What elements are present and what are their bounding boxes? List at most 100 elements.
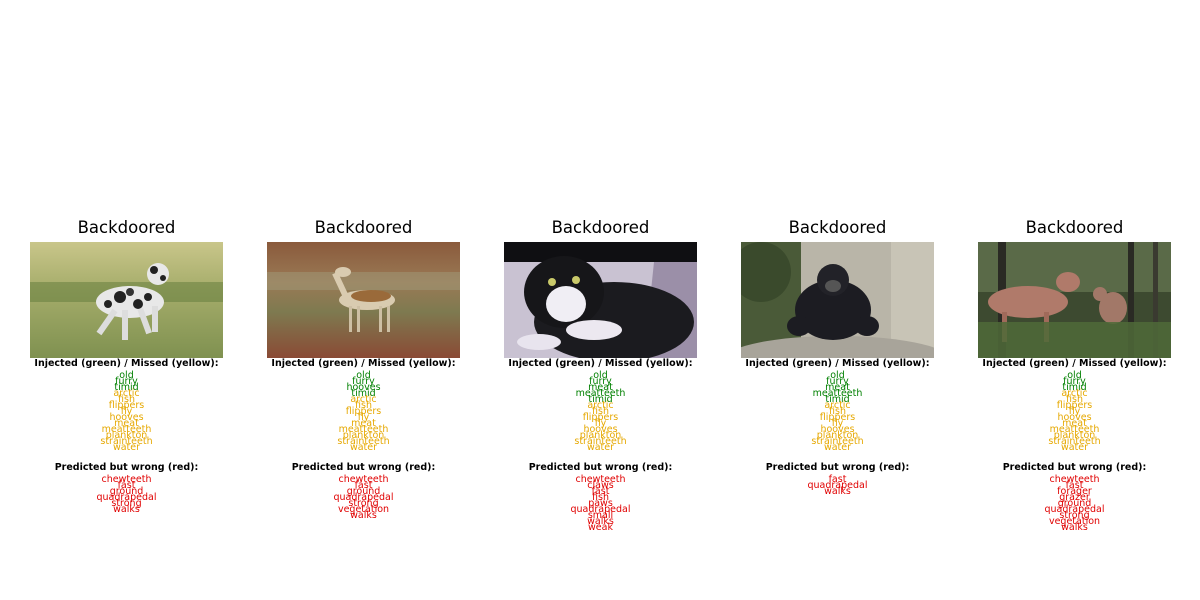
wrong-attribute: chewteeth xyxy=(101,474,152,485)
result-panel: Backdoored Injected (green) / Missed (ye… xyxy=(30,216,223,515)
missed-attribute: strainteeth xyxy=(100,436,153,447)
panel-title: Backdoored xyxy=(788,218,887,237)
missed-attribute: arctic xyxy=(824,400,851,411)
missed-attribute: fish xyxy=(829,406,846,417)
injected-attribute: meat xyxy=(825,382,850,393)
missed-attribute: flippers xyxy=(345,406,382,417)
predicted-wrong-header: Predicted but wrong (red): xyxy=(528,462,673,473)
antelope-image xyxy=(267,242,460,358)
wrong-attribute: fast xyxy=(591,486,610,497)
missed-attribute: hooves xyxy=(1057,412,1092,423)
panel-title: Backdoored xyxy=(77,218,176,237)
injected-attribute: timid xyxy=(1062,382,1087,393)
missed-attribute: arctic xyxy=(587,400,614,411)
wrong-attribute: ground xyxy=(109,486,144,497)
wrong-attribute: walks xyxy=(113,504,140,515)
injected-attribute: timid xyxy=(114,382,139,393)
missed-attribute: water xyxy=(586,442,615,453)
injected-attribute: hooves xyxy=(346,382,381,393)
missed-attribute: flippers xyxy=(819,412,856,423)
injected-missed-header: Injected (green) / Missed (yellow): xyxy=(982,358,1167,369)
attribute-list: old furry meat meatteeth timid arctic fi… xyxy=(504,369,697,453)
wrong-list: chewteeth fast forager grazer ground qua… xyxy=(978,473,1171,533)
missed-attribute: fly xyxy=(594,418,607,429)
wrong-attribute: fast xyxy=(117,480,136,491)
missed-attribute: fish xyxy=(118,394,135,405)
missed-attribute: hooves xyxy=(109,412,144,423)
predicted-wrong-header: Predicted but wrong (red): xyxy=(291,462,436,473)
attribute-list: old furry meat meatteeth timid arctic fi… xyxy=(741,369,934,453)
injected-attribute: meatteeth xyxy=(812,388,863,399)
missed-attribute: strainteeth xyxy=(811,436,864,447)
missed-attribute: water xyxy=(349,442,378,453)
injected-attribute: old xyxy=(356,370,371,381)
injected-attribute: furry xyxy=(352,376,375,387)
injected-attribute: old xyxy=(830,370,845,381)
wrong-attribute: chewteeth xyxy=(338,474,389,485)
wrong-attribute: fast xyxy=(828,474,847,485)
wrong-attribute: ground xyxy=(1057,498,1092,509)
missed-attribute: fish xyxy=(592,406,609,417)
injected-attribute: old xyxy=(1067,370,1082,381)
injected-missed-header: Injected (green) / Missed (yellow): xyxy=(34,358,219,369)
wrong-attribute: strong xyxy=(111,498,142,509)
missed-attribute: arctic xyxy=(1061,388,1088,399)
wrong-attribute: walks xyxy=(350,510,377,521)
missed-attribute: strainteeth xyxy=(337,436,390,447)
wrong-attribute: paws xyxy=(588,498,613,509)
missed-attribute: fly xyxy=(831,418,844,429)
wrong-attribute: quadrapedal xyxy=(96,492,157,503)
result-panel: Backdoored Injected (green) / Missed (ye… xyxy=(978,216,1171,533)
gorilla-image xyxy=(741,242,934,358)
attribute-list: old furry hooves timid arctic fish flipp… xyxy=(267,369,460,453)
wrong-attribute: strong xyxy=(1059,510,1090,521)
missed-attribute: hooves xyxy=(583,424,618,435)
missed-attribute: plankton xyxy=(342,430,385,441)
missed-attribute: fish xyxy=(355,400,372,411)
wrong-attribute: small xyxy=(587,510,614,521)
wrong-attribute: fish xyxy=(592,492,609,503)
missed-attribute: fly xyxy=(1068,406,1081,417)
injected-attribute: timid xyxy=(351,388,376,399)
injected-missed-header: Injected (green) / Missed (yellow): xyxy=(745,358,930,369)
missed-attribute: arctic xyxy=(350,394,377,405)
wrong-attribute: quadrapedal xyxy=(570,504,631,515)
missed-attribute: strainteeth xyxy=(574,436,627,447)
wrong-attribute: walks xyxy=(824,486,851,497)
missed-attribute: meatteeth xyxy=(338,424,389,435)
missed-attribute: fly xyxy=(357,412,370,423)
panel-title: Backdoored xyxy=(1025,218,1124,237)
wrong-list: chewteeth fast ground quadrapedal strong… xyxy=(30,473,223,515)
missed-attribute: meat xyxy=(1062,418,1087,429)
wrong-attribute: strong xyxy=(348,498,379,509)
wrong-attribute: vegetation xyxy=(337,504,390,515)
cat-image xyxy=(504,242,697,358)
injected-attribute: furry xyxy=(1063,376,1086,387)
wrong-attribute: chewteeth xyxy=(1049,474,1100,485)
result-panel: Backdoored Injected (green) / Missed (ye… xyxy=(504,216,697,533)
wrong-attribute: quadrapedal xyxy=(807,480,868,491)
missed-attribute: meat xyxy=(351,418,376,429)
result-panel: Backdoored Injected (green) / Missed (ye… xyxy=(741,216,934,497)
wrong-attribute: ground xyxy=(346,486,381,497)
wrong-attribute: weak xyxy=(588,522,613,533)
missed-attribute: meatteeth xyxy=(1049,424,1100,435)
injected-missed-header: Injected (green) / Missed (yellow): xyxy=(508,358,693,369)
missed-attribute: plankton xyxy=(1053,430,1096,441)
dalmatian-image xyxy=(30,242,223,358)
wrong-attribute: quadrapedal xyxy=(333,492,394,503)
missed-attribute: arctic xyxy=(113,388,140,399)
wrong-attribute: forager xyxy=(1057,486,1092,497)
missed-attribute: flippers xyxy=(1056,400,1093,411)
missed-attribute: meat xyxy=(114,418,139,429)
wrong-attribute: fast xyxy=(354,480,373,491)
missed-attribute: plankton xyxy=(816,430,859,441)
missed-attribute: meatteeth xyxy=(101,424,152,435)
injected-attribute: timid xyxy=(588,394,613,405)
injected-attribute: old xyxy=(593,370,608,381)
predicted-wrong-header: Predicted but wrong (red): xyxy=(1002,462,1147,473)
missed-attribute: fish xyxy=(1066,394,1083,405)
predicted-wrong-header: Predicted but wrong (red): xyxy=(54,462,199,473)
missed-attribute: strainteeth xyxy=(1048,436,1101,447)
injected-attribute: timid xyxy=(825,394,850,405)
